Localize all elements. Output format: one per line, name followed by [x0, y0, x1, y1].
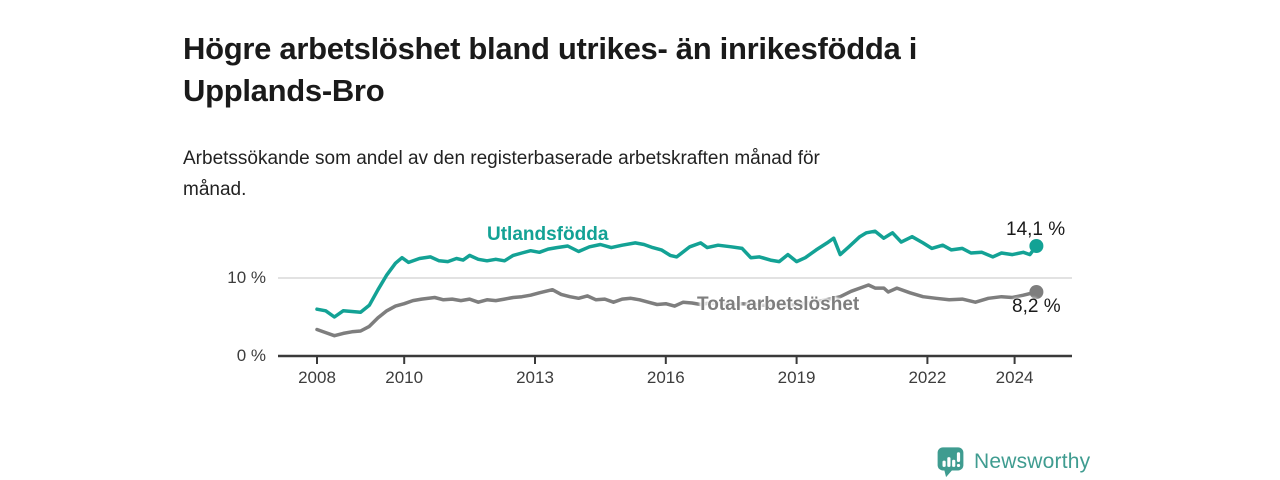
- series-end-dot-0: [1029, 239, 1044, 253]
- series-end-dot-1: [1029, 285, 1044, 299]
- x-tick-label: 2019: [777, 368, 816, 387]
- newsworthy-logo: Newsworthy: [936, 446, 1090, 478]
- y-tick-label: 0 %: [236, 346, 266, 365]
- end-value-label-utlandsfodda: 14,1 %: [1006, 219, 1066, 240]
- x-tick-label: 2008: [298, 368, 336, 387]
- x-tick-label: 2016: [646, 368, 685, 387]
- x-tick-label: 2013: [516, 368, 554, 387]
- series-line-1: [315, 283, 1039, 338]
- series-line-0: [315, 229, 1039, 319]
- series-label-total-arbetsloshet: Total arbetslöshet: [697, 294, 860, 315]
- chart-subtitle: Arbetssökande som andel av den registerb…: [183, 148, 820, 200]
- y-tick-label: 10 %: [227, 268, 266, 287]
- newsworthy-logo-icon: [936, 446, 965, 478]
- chart-title: Högre arbetslöshet bland utrikes- än inr…: [183, 30, 918, 108]
- end-value-label-total: 8,2 %: [1012, 296, 1061, 317]
- x-tick-label: 2022: [908, 368, 947, 387]
- newsworthy-wordmark: Newsworthy: [974, 450, 1091, 473]
- x-tick-label: 2010: [385, 368, 424, 387]
- x-tick-label: 2024: [995, 368, 1034, 387]
- series-label-utlandsfodda: Utlandsfödda: [487, 224, 609, 245]
